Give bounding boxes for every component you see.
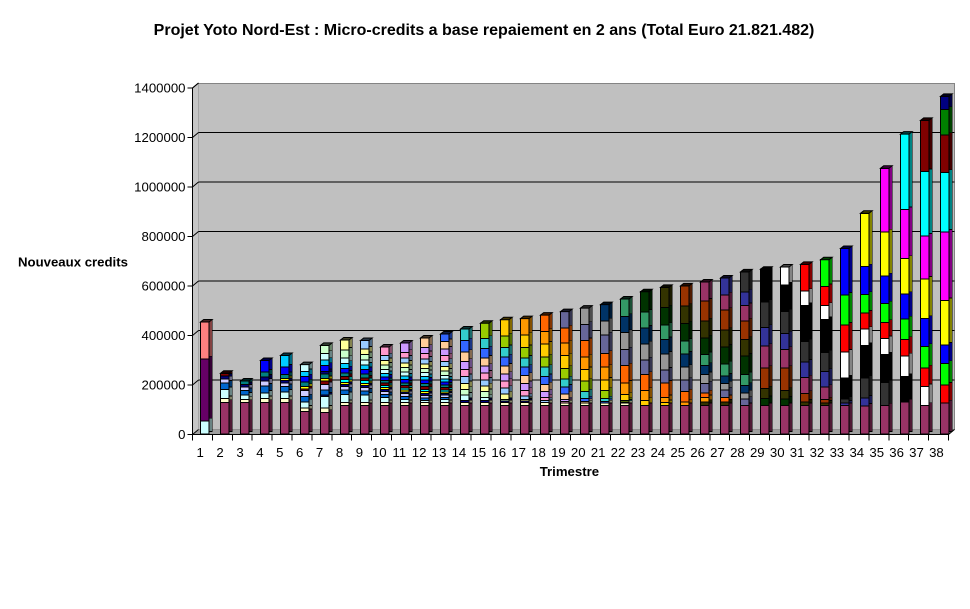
svg-text:14: 14 xyxy=(452,445,467,460)
svg-text:1400000: 1400000 xyxy=(134,81,185,96)
svg-text:22: 22 xyxy=(611,445,626,460)
svg-text:17: 17 xyxy=(511,445,526,460)
svg-text:10: 10 xyxy=(372,445,387,460)
svg-text:Nouveaux credits: Nouveaux credits xyxy=(18,255,128,270)
svg-text:3: 3 xyxy=(236,445,243,460)
svg-text:200000: 200000 xyxy=(141,378,185,393)
svg-text:400000: 400000 xyxy=(141,328,185,343)
svg-text:19: 19 xyxy=(551,445,566,460)
svg-text:16: 16 xyxy=(491,445,506,460)
svg-text:34: 34 xyxy=(849,445,864,460)
svg-text:12: 12 xyxy=(412,445,427,460)
svg-text:28: 28 xyxy=(730,445,745,460)
svg-text:26: 26 xyxy=(690,445,705,460)
svg-text:27: 27 xyxy=(710,445,725,460)
svg-text:25: 25 xyxy=(670,445,685,460)
svg-text:35: 35 xyxy=(869,445,884,460)
svg-text:30: 30 xyxy=(770,445,785,460)
svg-text:23: 23 xyxy=(631,445,646,460)
svg-text:20: 20 xyxy=(571,445,586,460)
svg-text:6: 6 xyxy=(296,445,303,460)
svg-text:8: 8 xyxy=(336,445,343,460)
svg-text:0: 0 xyxy=(178,427,185,442)
svg-text:29: 29 xyxy=(750,445,765,460)
svg-text:Projet Yoto Nord-Est : Micro-c: Projet Yoto Nord-Est : Micro-credits a b… xyxy=(154,22,815,39)
svg-text:600000: 600000 xyxy=(141,279,185,294)
svg-text:24: 24 xyxy=(650,445,665,460)
svg-text:33: 33 xyxy=(830,445,845,460)
svg-text:4: 4 xyxy=(256,445,263,460)
svg-text:800000: 800000 xyxy=(141,229,185,244)
svg-text:5: 5 xyxy=(276,445,283,460)
svg-text:13: 13 xyxy=(432,445,447,460)
svg-text:21: 21 xyxy=(591,445,606,460)
svg-text:9: 9 xyxy=(356,445,363,460)
svg-text:31: 31 xyxy=(790,445,805,460)
svg-text:38: 38 xyxy=(929,445,944,460)
svg-text:36: 36 xyxy=(889,445,904,460)
svg-text:1000000: 1000000 xyxy=(134,180,185,195)
svg-text:11: 11 xyxy=(392,445,406,460)
svg-text:7: 7 xyxy=(316,445,323,460)
svg-text:1: 1 xyxy=(197,445,204,460)
svg-text:18: 18 xyxy=(531,445,546,460)
svg-text:2: 2 xyxy=(216,445,223,460)
svg-text:37: 37 xyxy=(909,445,924,460)
svg-text:32: 32 xyxy=(810,445,825,460)
svg-text:Trimestre: Trimestre xyxy=(540,464,599,479)
svg-text:1200000: 1200000 xyxy=(134,130,185,145)
svg-text:15: 15 xyxy=(471,445,486,460)
